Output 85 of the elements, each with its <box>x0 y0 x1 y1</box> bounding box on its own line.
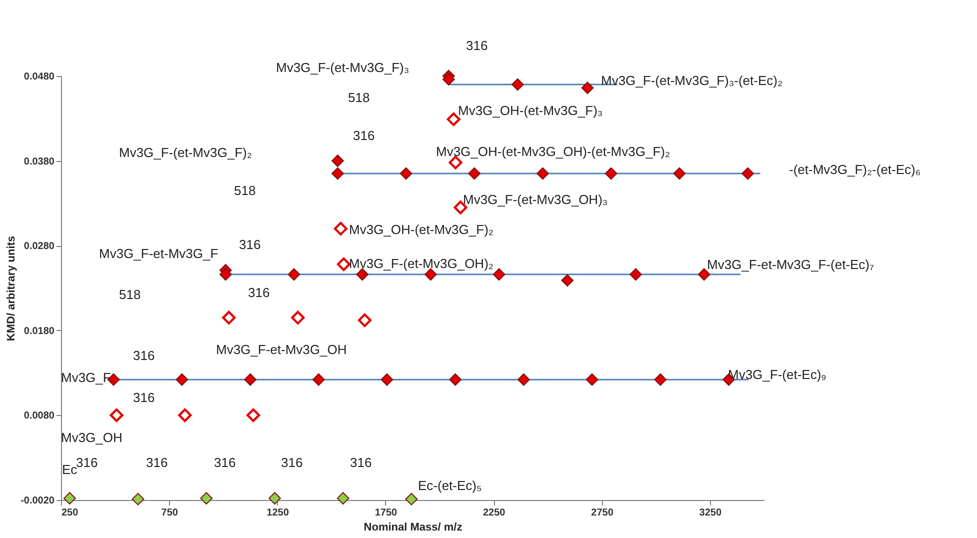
point <box>511 78 524 91</box>
annotation: 316 <box>146 455 168 470</box>
point <box>492 268 506 281</box>
annotation: Mv3G_OH-(et-Mv3G_F)₂ <box>349 222 494 237</box>
point <box>442 73 455 86</box>
point <box>400 167 412 180</box>
point <box>536 167 549 180</box>
point <box>468 167 481 180</box>
point <box>561 274 574 287</box>
point <box>405 492 418 506</box>
point <box>178 408 192 422</box>
annotation: Mv3G_F-(et-Mv3G_OH)₃ <box>463 192 608 207</box>
point <box>334 222 348 236</box>
y-tick-label: 0.0080 <box>24 410 55 422</box>
annotation: 316 <box>133 390 155 405</box>
annotation: Mv3G_F-(et-Ec)₉ <box>728 367 826 382</box>
annotation: Mv3G_OH <box>61 430 122 445</box>
y-tick-label: 0.0380 <box>24 156 55 168</box>
annotation: 316 <box>281 455 303 470</box>
point <box>176 373 188 386</box>
annotation: Mv3G_F-(et-Mv3G_OH)₂ <box>349 256 494 271</box>
annotation: Mv3G_F-et-Mv3G_F-(et-Ec)₇ <box>707 257 875 272</box>
point <box>446 112 460 126</box>
text: -(et-Mv3G_F)₂-(et-Ec)₆ <box>789 162 921 177</box>
annotation: Mv3G_F-et-Mv3G_OH <box>216 342 347 357</box>
point <box>200 492 213 505</box>
point <box>336 492 350 505</box>
annotation: 316 <box>76 455 98 470</box>
x-axis-title: Nominal Mass/ m/z <box>364 522 463 534</box>
point <box>222 310 236 324</box>
annotation: Mv3G_F-(et-Mv3G_F)₂ <box>119 145 252 160</box>
annotation: 316 <box>248 285 270 300</box>
point <box>132 492 144 506</box>
point <box>586 373 598 386</box>
point <box>654 373 667 386</box>
point <box>673 167 686 180</box>
annotation: Mv3G_OH-(et-Mv3G_F)₃ <box>458 103 603 118</box>
y-tick-label: 0.0180 <box>24 326 55 337</box>
x-tick-label: 2250 <box>482 508 506 518</box>
point <box>312 373 325 386</box>
annotation: 518 <box>234 183 256 198</box>
annotation: 518 <box>119 287 141 302</box>
annotation: Ec-(et-Ec)₅ <box>418 478 482 493</box>
annotation: 316 <box>353 128 375 143</box>
text: 316 <box>466 38 488 53</box>
annotation: 316 <box>133 348 155 363</box>
point <box>581 82 594 94</box>
point <box>110 408 124 422</box>
text: Mv3G_F-(et-Mv3G_F)₃ <box>276 60 410 75</box>
annotation: Ec <box>62 462 78 477</box>
annotation: 316 <box>350 455 372 470</box>
point <box>246 408 260 422</box>
point <box>219 268 232 281</box>
annotation: 518 <box>348 90 370 105</box>
x-tick-label: 1250 <box>266 508 290 518</box>
x-tick-label: 1750 <box>374 508 398 518</box>
point <box>517 373 530 386</box>
y-tick-label: -0.0020 <box>20 496 55 506</box>
annotation: 316 <box>214 455 236 470</box>
point <box>380 373 394 386</box>
point <box>244 373 256 386</box>
annotation: Mv3G_F-et-Mv3G_F <box>99 246 218 261</box>
annotation: 316 <box>239 237 261 252</box>
point <box>291 310 305 324</box>
point <box>604 167 618 180</box>
point <box>336 257 351 272</box>
point <box>268 492 281 505</box>
point <box>288 268 300 281</box>
point <box>630 268 642 281</box>
x-tick-label: 3250 <box>699 508 722 518</box>
y-tick-label: 0.0480 <box>24 72 55 82</box>
point <box>63 492 76 505</box>
x-tick-label: 2750 <box>591 508 614 518</box>
annotation: Mv3G_F <box>61 370 111 385</box>
x-tick-label: 250 <box>62 508 79 518</box>
point <box>449 373 462 386</box>
point <box>331 167 344 180</box>
point <box>742 167 754 180</box>
annotation: Mv3G_OH-(et-Mv3G_OH)-(et-Mv3G_F)₂ <box>436 144 670 159</box>
y-tick-label: 0.0280 <box>24 241 55 252</box>
x-tick-label: 750 <box>161 508 178 518</box>
point <box>358 313 372 328</box>
point <box>331 154 344 167</box>
y-axis-title: KMD/ arbitrary units <box>6 236 18 342</box>
annotation: Mv3G_F-(et-Mv3G_F)₃-(et-Ec)₂ <box>601 73 783 88</box>
